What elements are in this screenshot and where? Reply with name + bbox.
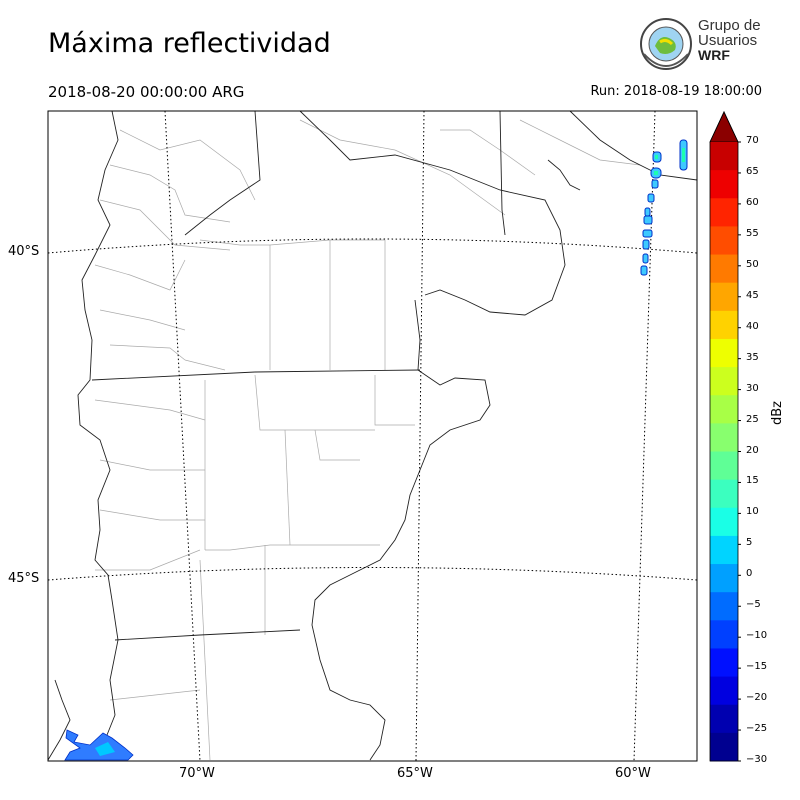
colorbar-segment [710, 254, 738, 284]
colorbar-segment [710, 451, 738, 481]
logo-line-3: WRF [698, 47, 730, 63]
logo-line-1: Grupo de [698, 17, 761, 34]
colorbar-tick-label: −25 [746, 723, 768, 735]
colorbar-tick-label: 65 [746, 165, 759, 177]
lat-label-45s: 45°S [8, 571, 40, 586]
colorbar-segment [710, 142, 738, 171]
lon-label-65w: 65°W [397, 766, 433, 781]
wrf-globe-seal-icon [640, 18, 692, 70]
colorbar-tick-label: 55 [746, 227, 759, 239]
reflectivity-echoes [64, 139, 688, 761]
colorbar-segment [710, 198, 738, 227]
lon-label-70w: 70°W [179, 766, 215, 781]
colorbar-segment [710, 367, 738, 396]
colorbar-segment [710, 338, 738, 368]
colorbar-tick-label: 60 [746, 196, 759, 208]
map-frame [47, 110, 698, 762]
echo-cell-south [64, 729, 134, 761]
gridline-65w [415, 110, 425, 762]
gridline-40s [47, 238, 698, 254]
echo-cell [643, 215, 653, 225]
colorbar-segment [710, 620, 738, 649]
colorbar-segment [710, 676, 738, 706]
colorbar-tick-label: 10 [746, 506, 759, 518]
colorbar-tick-label: 0 [746, 568, 753, 580]
colorbar-tick-label: 30 [746, 382, 759, 394]
gridline-70w [164, 110, 201, 762]
colorbar-tick-label: 35 [746, 351, 759, 363]
lon-label-60w: 60°W [615, 766, 651, 781]
gridline-45s [47, 567, 698, 581]
colorbar-segment [710, 395, 738, 424]
echo-core-south [95, 742, 115, 756]
colorbar-tick-label: −30 [746, 754, 768, 765]
colorbar-tick-label: 5 [746, 537, 753, 549]
colorbar-extend-arrow [709, 111, 739, 143]
colorbar-tick-label: −5 [746, 599, 761, 611]
run-time: Run: 2018-08-19 18:00:00 [590, 84, 762, 99]
colorbar-tick-label: −15 [746, 661, 768, 673]
colorbar-tick-label: 20 [746, 444, 759, 456]
echo-cell [640, 265, 648, 276]
echo-cell [642, 239, 650, 250]
colorbar-tick-label: 50 [746, 258, 759, 270]
echo-cell [651, 179, 659, 189]
colorbar-segment [710, 564, 738, 593]
colorbar-tick-label: 40 [746, 320, 759, 332]
colorbar-segment [710, 479, 738, 509]
lat-label-40s: 40°S [8, 244, 40, 259]
valid-time: 2018-08-20 00:00:00 ARG [48, 83, 245, 101]
colorbar-segment [710, 310, 738, 340]
colorbar-segment [710, 732, 738, 762]
country-borders [47, 110, 698, 761]
colorbar-segment [710, 704, 738, 734]
colorbar-segment [710, 592, 738, 621]
colorbar-tick-label: 15 [746, 475, 759, 487]
colorbar-tick-label: 70 [746, 135, 759, 146]
colorbar-segment [710, 507, 738, 537]
colorbar-segment [710, 648, 738, 678]
colorbar-tick-label: 45 [746, 289, 759, 301]
echo-cell [644, 207, 651, 217]
colorbar-segment [710, 170, 738, 199]
colorbar-tick-label: −20 [746, 692, 768, 704]
colorbar-segment [710, 226, 738, 256]
map-title: Máxima reflectividad [48, 28, 331, 59]
echo-cell [642, 253, 649, 264]
colorbar-segment [710, 423, 738, 452]
colorbar-tick-label: 25 [746, 413, 759, 425]
colorbar-tick-label: −10 [746, 630, 768, 642]
province-borders [94, 119, 641, 761]
colorbar-segment [710, 282, 738, 312]
logo-line-2: Usuarios [698, 32, 758, 49]
colorbar [709, 111, 741, 762]
logo-text: Grupo de Usuarios WRF [698, 18, 761, 63]
wrf-logo: Grupo de Usuarios WRF [638, 16, 768, 72]
colorbar-unit: dBz [770, 401, 785, 425]
echo-cell [647, 193, 655, 203]
map-area [48, 111, 697, 761]
colorbar-segment [710, 535, 738, 565]
echo-cell [642, 229, 653, 238]
